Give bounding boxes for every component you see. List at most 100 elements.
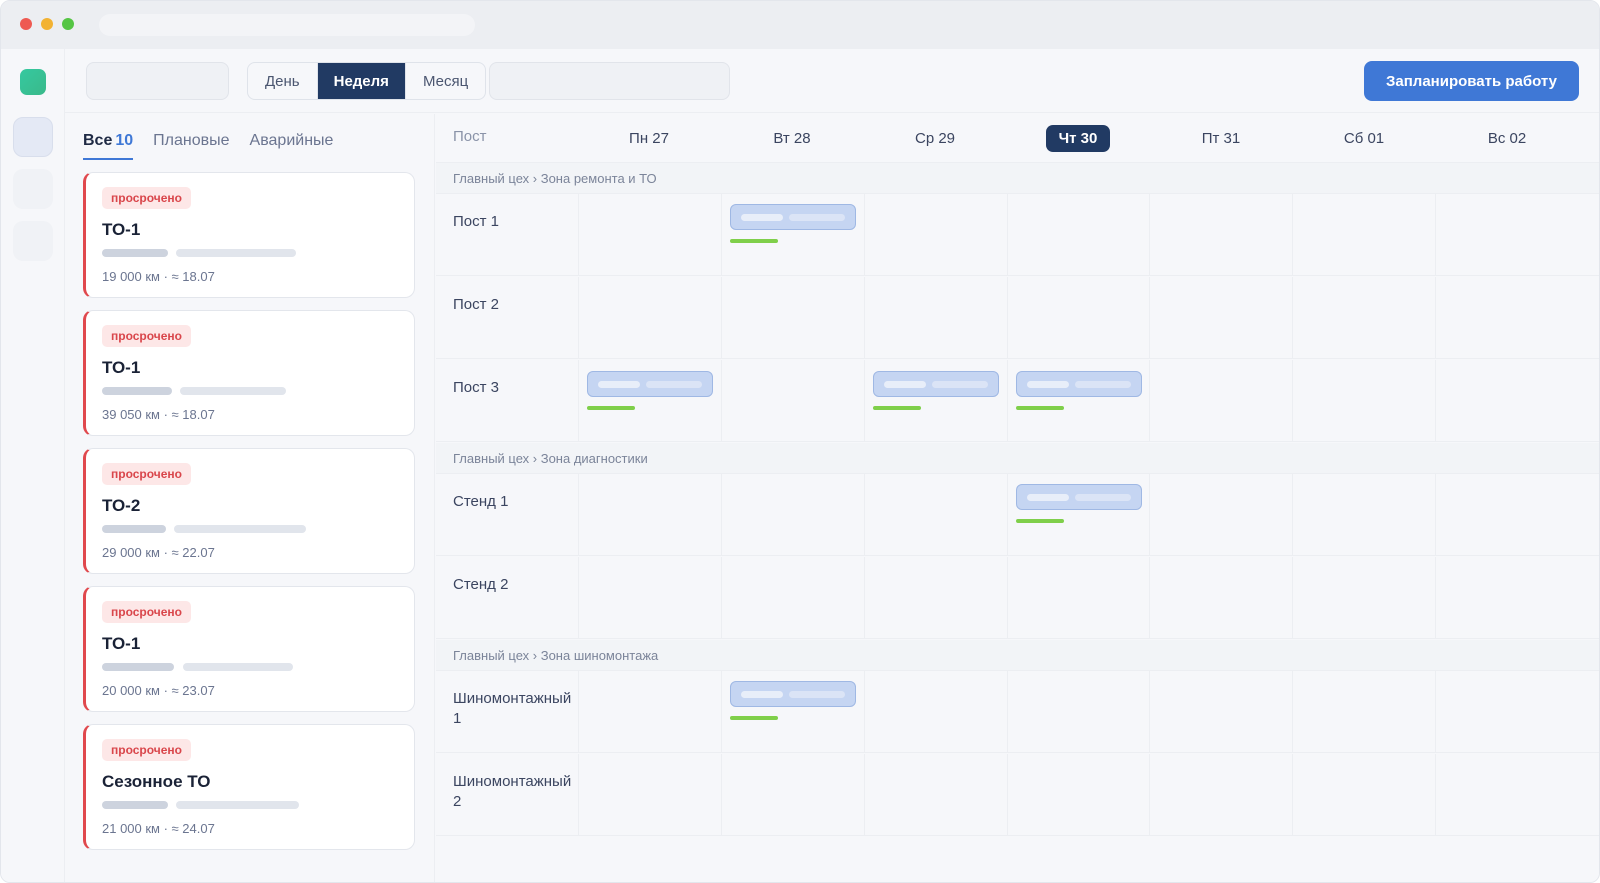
row-label: Стенд 1 bbox=[453, 493, 509, 510]
zone-group-header: Главный цех › Зона диагностики bbox=[436, 443, 1599, 474]
nav-rail bbox=[1, 49, 65, 882]
day-label: Пт 31 bbox=[1201, 129, 1241, 147]
work-list-panel: Все 10 Плановые Аварийные просрочено ТО-1… bbox=[65, 114, 435, 882]
calendar-row: Шиномонтажный 2 bbox=[436, 754, 1599, 836]
view-day-button[interactable]: День bbox=[248, 63, 317, 99]
toolbar-field-right[interactable] bbox=[489, 62, 730, 100]
day-header-mon[interactable]: Пн 27 bbox=[578, 121, 720, 155]
zone-group-header: Главный цех › Зона шиномонтажа bbox=[436, 640, 1599, 671]
event-progress-bar bbox=[730, 716, 778, 720]
status-badge: просрочено bbox=[102, 325, 192, 347]
placeholder-line bbox=[176, 249, 296, 257]
day-header-fri[interactable]: Пт 31 bbox=[1150, 121, 1292, 155]
placeholder-line bbox=[183, 663, 293, 671]
scheduled-event[interactable] bbox=[730, 681, 856, 707]
nav-item-3[interactable] bbox=[13, 221, 53, 261]
row-label: Пост 3 bbox=[453, 379, 500, 396]
zone-group-label: Главный цех › Зона шиномонтажа bbox=[453, 648, 659, 663]
day-label: Пн 27 bbox=[629, 129, 669, 147]
calendar-row: Шиномонтажный 1 bbox=[436, 671, 1599, 753]
calendar-header: Пост Пн 27 Вт 28 Ср 29 Чт 30 Пт 31 Сб 01… bbox=[436, 114, 1599, 163]
toolbar: День Неделя Месяц Запланировать работу bbox=[65, 49, 1599, 113]
tab-planned[interactable]: Плановые bbox=[153, 132, 230, 149]
card-meta: 39 050 км · ≈ 18.07 bbox=[102, 407, 215, 422]
card-meta: 29 000 км · ≈ 22.07 bbox=[102, 545, 215, 560]
card-title: ТО-1 bbox=[102, 220, 141, 239]
scheduled-event[interactable] bbox=[1016, 371, 1142, 397]
tab-emergency[interactable]: Аварийные bbox=[249, 132, 334, 149]
filter-tabs: Все 10 Плановые Аварийные bbox=[83, 130, 353, 160]
day-label: Ср 29 bbox=[914, 129, 956, 147]
placeholder-line bbox=[102, 801, 168, 809]
tab-all[interactable]: Все 10 bbox=[83, 130, 134, 160]
post-column-header: Пост bbox=[453, 128, 487, 145]
toolbar-field-left[interactable] bbox=[86, 62, 229, 100]
card-title: ТО-1 bbox=[102, 634, 141, 653]
tab-all-count: 10 bbox=[115, 132, 134, 149]
close-window-button[interactable] bbox=[20, 18, 32, 30]
placeholder-line bbox=[102, 249, 168, 257]
scheduled-event[interactable] bbox=[730, 204, 856, 230]
event-progress-bar bbox=[587, 406, 635, 410]
work-card[interactable]: просрочено Сезонное ТО 21 000 км · ≈ 24.… bbox=[83, 724, 415, 850]
zone-group-label: Главный цех › Зона ремонта и ТО bbox=[453, 171, 657, 186]
row-label: Пост 2 bbox=[453, 296, 500, 313]
row-label: Шиномонтажный 2 bbox=[453, 773, 572, 810]
week-calendar: Пост Пн 27 Вт 28 Ср 29 Чт 30 Пт 31 Сб 01… bbox=[436, 114, 1599, 882]
work-card[interactable]: просрочено ТО-1 39 050 км · ≈ 18.07 bbox=[83, 310, 415, 436]
scheduled-event[interactable] bbox=[1016, 484, 1142, 510]
view-week-button[interactable]: Неделя bbox=[316, 63, 405, 99]
day-label: Сб 01 bbox=[1343, 129, 1385, 147]
work-card[interactable]: просрочено ТО-2 29 000 км · ≈ 22.07 bbox=[83, 448, 415, 574]
minimize-window-button[interactable] bbox=[41, 18, 53, 30]
card-meta: 20 000 км · ≈ 23.07 bbox=[102, 683, 215, 698]
status-badge: просрочено bbox=[102, 601, 192, 623]
day-header-sun[interactable]: Вс 02 bbox=[1436, 121, 1578, 155]
placeholder-line bbox=[102, 663, 174, 671]
event-progress-bar bbox=[1016, 406, 1064, 410]
status-badge: просрочено bbox=[102, 187, 192, 209]
scheduled-event[interactable] bbox=[873, 371, 999, 397]
address-bar[interactable] bbox=[99, 14, 475, 36]
event-progress-bar bbox=[1016, 519, 1064, 523]
placeholder-line bbox=[174, 525, 306, 533]
nav-item-2[interactable] bbox=[13, 169, 53, 209]
maximize-window-button[interactable] bbox=[62, 18, 74, 30]
placeholder-line bbox=[176, 801, 299, 809]
zone-group-header: Главный цех › Зона ремонта и ТО bbox=[436, 163, 1599, 194]
day-label: Чт 30 bbox=[1045, 124, 1111, 152]
card-meta: 21 000 км · ≈ 24.07 bbox=[102, 821, 215, 836]
card-title: ТО-1 bbox=[102, 358, 141, 377]
card-title: ТО-2 bbox=[102, 496, 141, 515]
day-header-tue[interactable]: Вт 28 bbox=[721, 121, 863, 155]
day-header-wed[interactable]: Ср 29 bbox=[864, 121, 1006, 155]
row-label: Стенд 2 bbox=[453, 576, 509, 593]
row-label: Шиномонтажный 1 bbox=[453, 690, 572, 727]
calendar-row: Стенд 1 bbox=[436, 474, 1599, 556]
day-label: Вс 02 bbox=[1487, 129, 1527, 147]
day-header-thu-today[interactable]: Чт 30 bbox=[1007, 121, 1149, 155]
placeholder-line bbox=[180, 387, 286, 395]
event-progress-bar bbox=[730, 239, 778, 243]
app-logo-icon bbox=[20, 69, 46, 95]
row-label: Пост 1 bbox=[453, 213, 500, 230]
scheduled-event[interactable] bbox=[587, 371, 713, 397]
calendar-row: Пост 1 bbox=[436, 194, 1599, 276]
work-card[interactable]: просрочено ТО-1 19 000 км · ≈ 18.07 bbox=[83, 172, 415, 298]
calendar-row: Пост 3 bbox=[436, 360, 1599, 442]
card-title: Сезонное ТО bbox=[102, 772, 211, 791]
placeholder-line bbox=[102, 525, 166, 533]
status-badge: просрочено bbox=[102, 739, 192, 761]
view-month-button[interactable]: Месяц bbox=[404, 63, 485, 99]
nav-item-schedule[interactable] bbox=[13, 117, 53, 157]
work-card[interactable]: просрочено ТО-1 20 000 км · ≈ 23.07 bbox=[83, 586, 415, 712]
card-meta: 19 000 км · ≈ 18.07 bbox=[102, 269, 215, 284]
view-mode-switch: День Неделя Месяц bbox=[247, 62, 487, 100]
title-bar bbox=[1, 1, 1599, 49]
tab-all-label: Все bbox=[83, 132, 113, 149]
schedule-work-button[interactable]: Запланировать работу bbox=[1364, 61, 1579, 101]
day-label: Вт 28 bbox=[773, 129, 811, 147]
day-header-sat[interactable]: Сб 01 bbox=[1293, 121, 1435, 155]
status-badge: просрочено bbox=[102, 463, 192, 485]
